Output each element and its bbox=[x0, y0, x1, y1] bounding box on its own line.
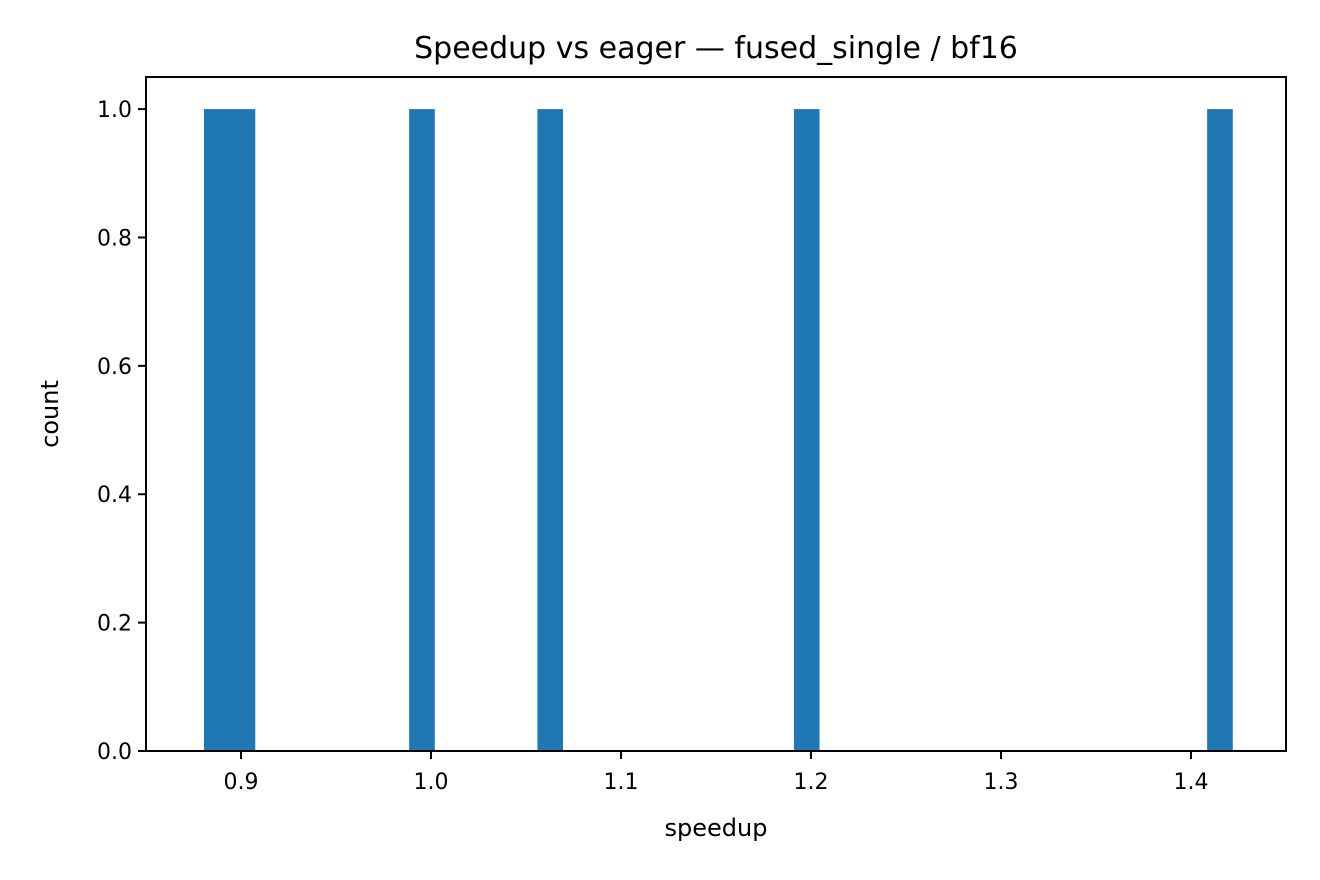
histogram-bar bbox=[537, 109, 564, 752]
y-axis-ticks: 0.0 0.2 0.4 0.6 0.8 1.0 bbox=[97, 98, 146, 765]
histogram-bar bbox=[793, 109, 820, 752]
x-tick-label: 1.4 bbox=[1174, 770, 1209, 795]
x-tick-label: 1.1 bbox=[604, 770, 639, 795]
y-tick-label: 0.2 bbox=[97, 612, 132, 637]
y-tick-label: 0.4 bbox=[97, 483, 132, 508]
x-tick-label: 1.2 bbox=[794, 770, 829, 795]
chart-title: Speedup vs eager — fused_single / bf16 bbox=[414, 31, 1018, 66]
plot-frame bbox=[145, 76, 1287, 752]
y-axis-label: count bbox=[36, 380, 64, 448]
histogram-bar bbox=[1207, 109, 1233, 752]
histogram-bar bbox=[409, 109, 435, 752]
x-tick-label: 1.3 bbox=[984, 770, 1019, 795]
histogram-bar bbox=[203, 109, 256, 752]
bars-group bbox=[203, 109, 1233, 752]
x-tick-label: 0.9 bbox=[224, 770, 259, 795]
y-tick-label: 0.8 bbox=[97, 226, 132, 251]
x-tick-label: 1.0 bbox=[414, 770, 449, 795]
x-axis-ticks: 0.9 1.0 1.1 1.2 1.3 1.4 bbox=[224, 751, 1209, 795]
y-tick-label: 1.0 bbox=[97, 98, 132, 123]
y-tick-label: 0.0 bbox=[97, 740, 132, 765]
y-tick-label: 0.6 bbox=[97, 355, 132, 380]
x-axis-label: speedup bbox=[665, 814, 768, 842]
